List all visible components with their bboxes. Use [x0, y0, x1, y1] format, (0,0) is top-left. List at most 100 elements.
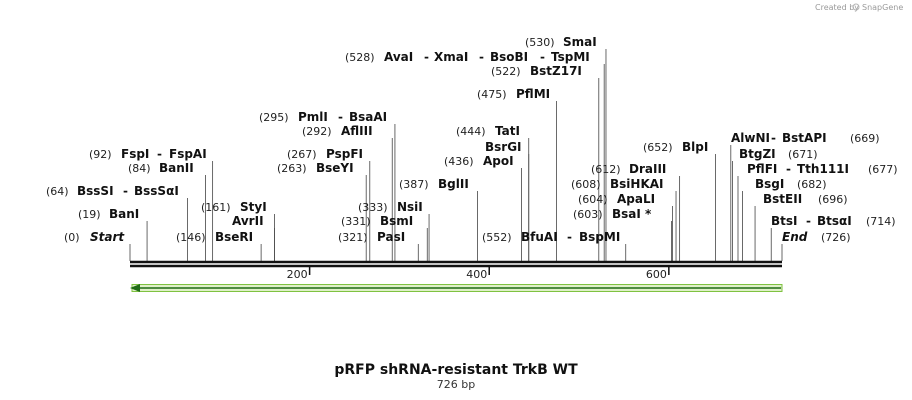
site-position: (677) — [868, 163, 898, 176]
site-position: (84) — [128, 162, 151, 175]
enzyme-xmai[interactable]: XmaI — [434, 50, 468, 64]
enzyme-tati[interactable]: TatI — [495, 124, 520, 138]
enzyme-avai[interactable]: AvaI — [384, 50, 413, 64]
site-position: (522) — [491, 65, 521, 78]
site-position: (146) — [176, 231, 206, 244]
site-position: (552) — [482, 231, 512, 244]
site-position: (64) — [46, 185, 69, 198]
leader-lines — [129, 49, 783, 261]
start-position: (0) — [64, 231, 80, 244]
separator: - — [157, 147, 162, 161]
site-labels: (0) Start End (726) (19) BanI (64) BssSI… — [46, 35, 898, 244]
enzyme-avrii[interactable]: AvrII — [232, 214, 264, 228]
ruler-label-400: 400 — [466, 268, 487, 281]
snapgene-logo-icon — [852, 3, 860, 11]
site-position: (387) — [399, 178, 429, 191]
enzyme-bsteii[interactable]: BstEII — [763, 192, 802, 206]
separator: - — [540, 50, 545, 64]
site-position: (682) — [797, 178, 827, 191]
enzyme-tspmi[interactable]: TspMI — [551, 50, 590, 64]
site-position: (671) — [788, 148, 818, 161]
enzyme-bsobi[interactable]: BsoBI — [490, 50, 528, 64]
separator: - — [786, 162, 791, 176]
enzyme-bsssi[interactable]: BssSI — [77, 184, 114, 198]
enzyme-afliii[interactable]: AflIII — [341, 124, 373, 138]
enzyme-apali[interactable]: ApaLI — [617, 192, 655, 206]
enzyme-pasi[interactable]: PasI — [377, 230, 405, 244]
ruler-label-600: 600 — [646, 268, 667, 281]
enzyme-pflfi[interactable]: PflFI — [747, 162, 777, 176]
enzyme-bsgi[interactable]: BsgI — [755, 177, 784, 191]
site-position: (530) — [525, 36, 555, 49]
site-position: (669) — [850, 132, 880, 145]
separator: - — [424, 50, 429, 64]
enzyme-pspfi[interactable]: PspFI — [326, 147, 363, 161]
enzyme-btsai[interactable]: BtsαI — [817, 214, 852, 228]
enzyme-bsssai[interactable]: BssSαI — [134, 184, 179, 198]
separator: - — [479, 50, 484, 64]
enzyme-bsai[interactable]: BsaI * — [612, 207, 652, 221]
enzyme-btsi[interactable]: BtsI — [771, 214, 798, 228]
site-position: (333) — [358, 201, 388, 214]
enzyme-bani[interactable]: BanI — [109, 207, 139, 221]
site-position: (19) — [78, 208, 101, 221]
enzyme-pmli[interactable]: PmlI — [298, 110, 328, 124]
site-position: (696) — [818, 193, 848, 206]
end-position: (726) — [821, 231, 851, 244]
separator: - — [567, 230, 572, 244]
enzyme-bsmi[interactable]: BsmI — [380, 214, 413, 228]
enzyme-bfuai[interactable]: BfuAI — [521, 230, 558, 244]
enzyme-banii[interactable]: BanII — [159, 161, 194, 175]
credit-brand: SnapGene — [862, 3, 903, 12]
enzyme-fspai[interactable]: FspAI — [169, 147, 207, 161]
start-label: Start — [90, 230, 125, 244]
enzyme-bsrgi[interactable]: BsrGI — [485, 140, 522, 154]
feature-arrow[interactable] — [130, 284, 783, 292]
site-position: (161) — [201, 201, 231, 214]
site-position: (295) — [259, 111, 289, 124]
enzyme-bspmi[interactable]: BspMI — [579, 230, 620, 244]
enzyme-bstapi[interactable]: BstAPI — [782, 131, 827, 145]
enzyme-styi[interactable]: StyI — [240, 200, 267, 214]
ruler: 200 400 600 — [287, 267, 670, 281]
site-position: (652) — [643, 141, 673, 154]
site-position: (528) — [345, 51, 375, 64]
site-position: (608) — [571, 178, 601, 191]
enzyme-bsihkai[interactable]: BsiHKAI — [610, 177, 664, 191]
separator: - — [338, 110, 343, 124]
ruler-label-200: 200 — [287, 268, 308, 281]
enzyme-bsaai[interactable]: BsaAI — [349, 110, 387, 124]
enzyme-btgzi[interactable]: BtgZI — [739, 147, 776, 161]
feature-arrowhead-icon — [130, 284, 140, 292]
enzyme-nsii[interactable]: NsiI — [397, 200, 423, 214]
enzyme-apoi[interactable]: ApoI — [483, 154, 514, 168]
enzyme-fspi[interactable]: FspI — [121, 147, 149, 161]
enzyme-bseyi[interactable]: BseYI — [316, 161, 354, 175]
separator: - — [771, 131, 776, 145]
site-position: (263) — [277, 162, 307, 175]
enzyme-blpi[interactable]: BlpI — [682, 140, 708, 154]
enzyme-tth111i[interactable]: Tth111I — [797, 162, 849, 176]
credit-text: Created by — [815, 3, 859, 12]
enzyme-draiii[interactable]: DraIII — [629, 162, 666, 176]
enzyme-smai[interactable]: SmaI — [563, 35, 597, 49]
site-position: (603) — [573, 208, 603, 221]
site-position: (267) — [287, 148, 317, 161]
plasmid-title: pRFP shRNA-resistant TrkB WT — [334, 362, 578, 378]
enzyme-bglii[interactable]: BglII — [438, 177, 469, 191]
enzyme-pflmi[interactable]: PflMI — [516, 87, 550, 101]
site-position: (475) — [477, 88, 507, 101]
enzyme-bstz17i[interactable]: BstZ17I — [530, 64, 582, 78]
site-position: (604) — [578, 193, 608, 206]
site-position: (321) — [338, 231, 368, 244]
site-position: (444) — [456, 125, 486, 138]
enzyme-bseri[interactable]: BseRI — [215, 230, 253, 244]
site-position: (612) — [591, 163, 621, 176]
site-position: (714) — [866, 215, 896, 228]
separator: - — [123, 184, 128, 198]
enzyme-alwni[interactable]: AlwNI — [731, 131, 770, 145]
site-position: (292) — [302, 125, 332, 138]
separator: - — [806, 214, 811, 228]
site-position: (331) — [341, 215, 371, 228]
